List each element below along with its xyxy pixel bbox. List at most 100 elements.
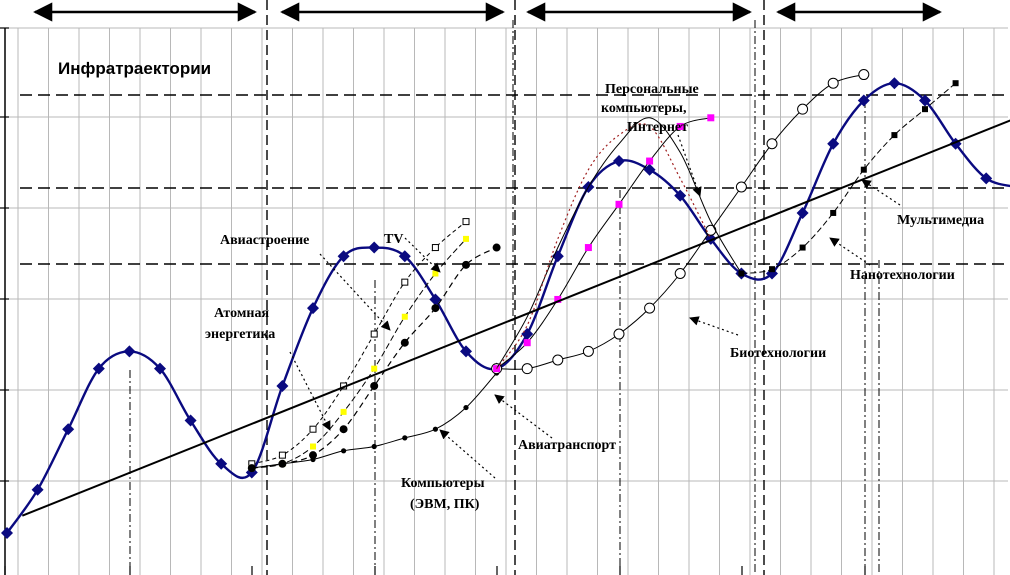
point-series-0 [643,163,656,176]
point-персональные-компьютеры-интернет [493,365,501,373]
point-tv [431,304,440,313]
point-компьютеры-эвм-пк- [402,435,408,441]
point-series-0 [154,362,166,375]
grid [0,27,1008,575]
point-series-0 [184,414,197,427]
point-персональные-компьютеры-интернет [615,200,623,208]
point-персональные-компьютеры-интернет [707,114,715,122]
point-авиатранспорт [827,77,839,89]
point-tv [400,338,409,347]
annotation-labels: Инфратраектории Авиастроение TV Атомная … [58,59,984,512]
point-мультимедиа [860,166,867,173]
point-tv [370,381,379,390]
label-atom-2: энергетика [205,327,275,342]
series-line-series-10 [21,119,1010,517]
point-series-0 [398,250,411,263]
label-pc-3: Интернет [627,120,688,135]
point-авиатранспорт [644,302,656,314]
point-авиатранспорт [766,138,778,150]
label-aviastroenie: Авиастроение [220,233,309,248]
series-line-авиатранспорт [496,74,864,370]
point-персональные-компьютеры-интернет [646,157,654,165]
point-мультимедиа [799,244,806,251]
point-series-0 [888,77,901,90]
point-авиатранспорт [858,69,870,81]
point-series-0 [1,527,13,539]
point-персональные-компьютеры-интернет [554,295,562,303]
label-atom-1: Атомная [214,306,269,321]
point-tv [492,243,501,252]
leader-bio [689,316,739,336]
point-авиатранспорт [552,354,564,366]
point-атомная-энергетика [340,408,347,415]
point-компьютеры-эвм-пк- [310,456,316,463]
leader-arrows [289,134,901,479]
leader-nano [829,237,871,266]
point-series-0 [215,457,228,470]
leader-multi [861,179,901,206]
point-series-0 [429,293,442,306]
point-мультимедиа [769,266,775,273]
point-атомная-энергетика [310,443,316,450]
point-series-0 [551,250,564,263]
leader-atom [289,351,331,431]
point-мультимедиа [922,106,928,113]
point-авиатранспорт [613,328,625,340]
point-авиастроение [370,330,378,338]
point-авиастроение [401,278,409,286]
point-series-0 [857,94,870,107]
point-авиатранспорт [521,363,533,375]
leader-pc [677,134,702,197]
series-line-атомная-энергетика [251,238,467,469]
series-line-биотехнологии [496,117,742,369]
point-атомная-энергетика [432,270,439,277]
point-персональные-компьютеры-интернет [523,339,531,347]
point-series-0 [31,483,44,496]
point-компьютеры-эвм-пк- [371,443,377,450]
point-авиастроение [462,218,470,226]
point-series-0 [337,250,350,263]
point-series-0 [276,379,289,392]
label-bio: Биотехнологии [730,346,826,361]
point-авиатранспорт [674,268,686,279]
point-tv [309,451,317,460]
series-line-series-0 [6,81,1010,534]
point-series-0 [368,241,381,254]
point-авиастроение [278,451,286,459]
point-авиатранспорт [735,181,747,193]
point-авиастроение [309,425,317,433]
point-компьютеры-эвм-пк- [341,448,347,454]
point-авиатранспорт [797,103,809,115]
label-pc-1: Персональные [605,82,699,97]
point-персональные-компьютеры-интернет [676,122,684,130]
series-line-tv [251,247,497,469]
chart-title: Инфратраектории [58,59,211,78]
point-series-0 [307,302,319,315]
point-атомная-энергетика [463,235,469,242]
label-comp-1: Компьютеры [401,476,485,491]
point-series-0 [674,189,687,202]
point-компьютеры-эвм-пк- [463,404,469,411]
phase-markers [20,0,1008,575]
point-series-0 [123,345,136,358]
point-компьютеры-эвм-пк- [279,461,285,467]
point-компьютеры-эвм-пк- [432,426,438,432]
label-comp-2: (ЭВМ, ПК) [410,497,480,512]
point-мультимедиа [830,209,837,216]
point-series-0 [613,155,625,168]
series-layer [1,69,1010,539]
point-мультимедиа [891,132,898,139]
point-tv [339,425,348,434]
leader-comp [439,429,496,479]
point-компьютеры-эвм-пк- [249,465,255,471]
leader-tv [404,237,441,273]
point-series-0 [92,362,105,375]
point-авиатранспорт [705,224,717,236]
point-series-0 [827,137,840,150]
point-series-0 [460,345,472,358]
leader-aviastroenie [319,253,391,331]
point-атомная-энергетика [401,313,408,320]
label-tv: TV [384,232,403,247]
